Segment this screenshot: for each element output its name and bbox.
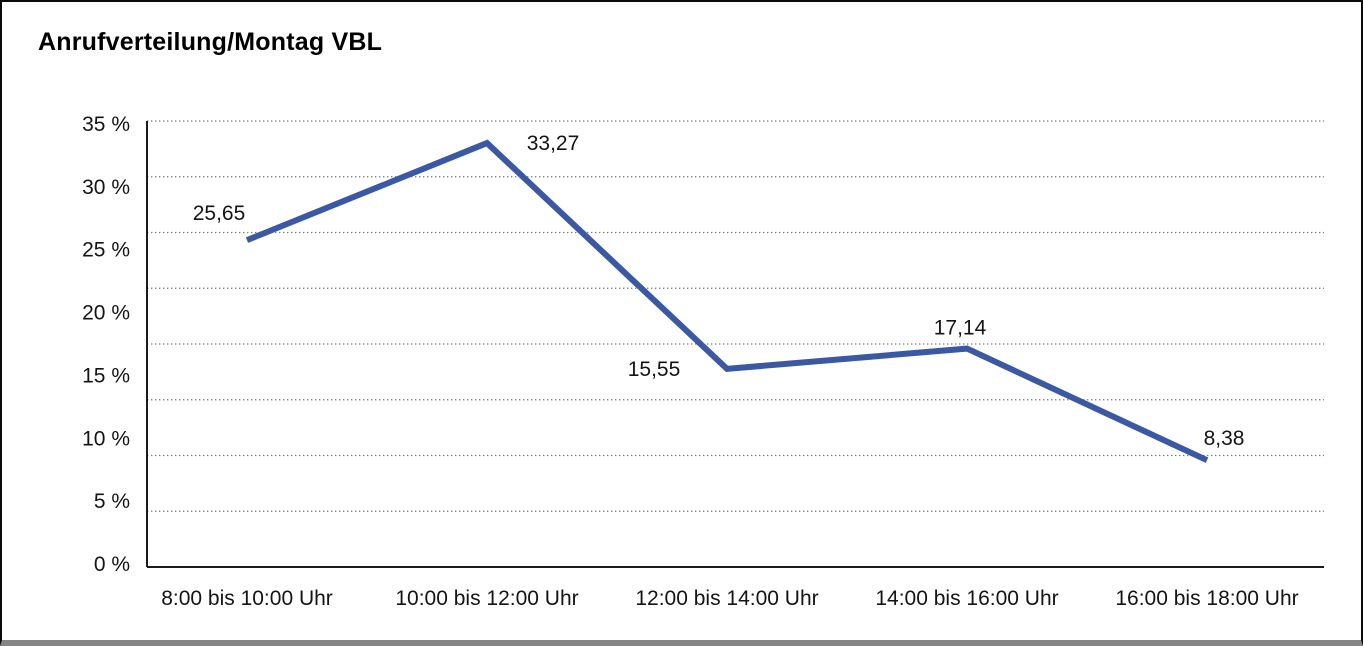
x-category-label: 16:00 bis 18:00 Uhr bbox=[1115, 587, 1298, 610]
y-tick-label: 30 % bbox=[82, 176, 130, 199]
chart-title: Anrufverteilung/Montag VBL bbox=[38, 28, 383, 56]
data-point-label: 15,55 bbox=[628, 358, 681, 381]
x-category-label: 14:00 bis 16:00 Uhr bbox=[875, 587, 1058, 610]
data-point-label: 25,65 bbox=[193, 202, 246, 225]
x-category-label: 8:00 bis 10:00 Uhr bbox=[161, 587, 333, 610]
y-tick-label: 5 % bbox=[94, 490, 130, 513]
y-tick-label: 20 % bbox=[82, 302, 130, 325]
data-line-series bbox=[245, 139, 1209, 463]
y-tick-label: 10 % bbox=[82, 427, 130, 450]
data-point-label: 8,38 bbox=[1204, 427, 1245, 450]
y-tick-label: 25 % bbox=[82, 239, 130, 262]
data-point-label: 17,14 bbox=[934, 317, 987, 340]
data-point-label: 33,27 bbox=[527, 132, 580, 155]
x-category-label: 10:00 bis 12:00 Uhr bbox=[395, 587, 578, 610]
y-tick-label: 15 % bbox=[82, 364, 130, 387]
x-category-label: 12:00 bis 14:00 Uhr bbox=[635, 587, 818, 610]
y-tick-label: 0 % bbox=[94, 553, 130, 576]
y-tick-label: 35 % bbox=[82, 113, 130, 136]
